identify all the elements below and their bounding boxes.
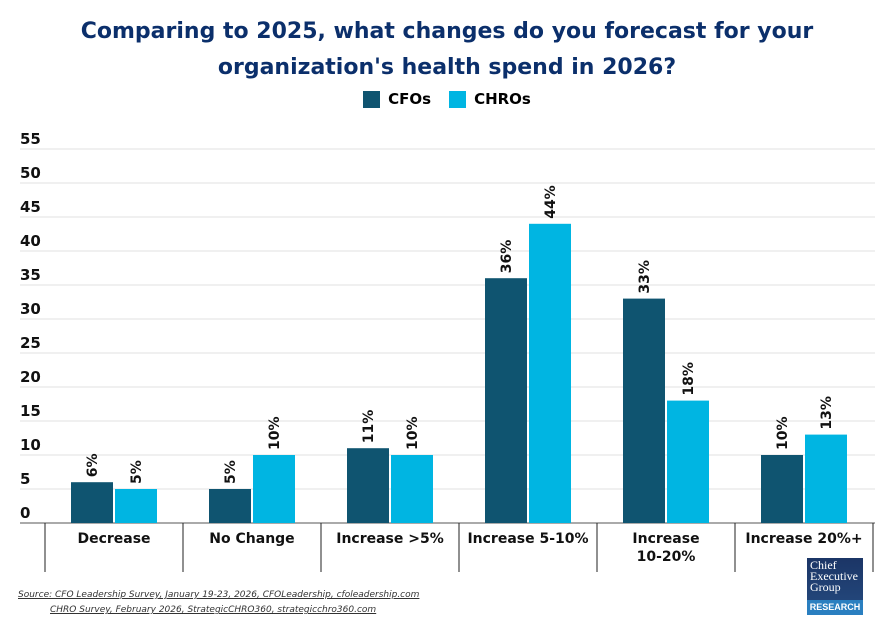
x-tick-label: No Change bbox=[209, 531, 294, 547]
x-tick-label: Increase >5% bbox=[336, 531, 444, 547]
bar-cfos bbox=[209, 489, 251, 523]
chart-title: Comparing to 2025, what changes do you f… bbox=[0, 14, 894, 86]
data-label: 10% bbox=[405, 416, 421, 450]
y-tick-label: 25 bbox=[20, 334, 41, 352]
bar-chros bbox=[805, 434, 847, 523]
data-label: 6% bbox=[85, 453, 101, 477]
y-tick-label: 45 bbox=[20, 198, 41, 216]
y-tick-label: 40 bbox=[20, 232, 41, 250]
y-tick-label: 15 bbox=[20, 402, 41, 420]
y-tick-label: 10 bbox=[20, 436, 41, 454]
legend-swatch-chros bbox=[449, 90, 467, 108]
data-label: 18% bbox=[681, 362, 697, 396]
x-tick-label: Decrease bbox=[77, 531, 150, 547]
data-label: 44% bbox=[543, 185, 559, 219]
y-tick-label: 0 bbox=[20, 504, 30, 522]
data-label: 36% bbox=[499, 240, 515, 274]
data-label: 10% bbox=[775, 416, 791, 450]
legend: CFOs CHROs bbox=[0, 90, 894, 108]
legend-label-chros: CHROs bbox=[474, 90, 531, 108]
x-tick-line: 10-20% bbox=[637, 549, 696, 565]
data-label: 10% bbox=[267, 416, 283, 450]
y-tick-label: 5 bbox=[20, 470, 30, 488]
legend-label-cfos: CFOs bbox=[388, 90, 432, 108]
legend-swatch-cfos bbox=[363, 90, 381, 108]
bar-chros bbox=[253, 455, 295, 523]
source-line-1[interactable]: Source: CFO Leadership Survey, January 1… bbox=[18, 590, 420, 600]
logo-research: RESEARCH bbox=[807, 600, 863, 615]
data-label: 13% bbox=[819, 396, 835, 430]
data-label: 11% bbox=[361, 410, 377, 444]
legend-item-cfos: CFOs bbox=[363, 90, 431, 108]
title-line-1: Comparing to 2025, what changes do you f… bbox=[80, 19, 814, 44]
bar-chros bbox=[391, 455, 433, 523]
y-tick-label: 50 bbox=[20, 164, 41, 182]
bar-cfos bbox=[71, 482, 113, 523]
y-tick-label: 20 bbox=[20, 368, 41, 386]
y-tick-label: 55 bbox=[20, 130, 41, 148]
bar-chros bbox=[529, 223, 571, 524]
source-line-2[interactable]: CHRO Survey, February 2026, StrategicCHR… bbox=[50, 605, 377, 615]
data-label: 5% bbox=[129, 460, 145, 484]
bar-cfos bbox=[485, 278, 527, 523]
y-tick-label: 30 bbox=[20, 300, 41, 318]
x-tick-label: Increase 20%+ bbox=[745, 531, 862, 547]
bar-chros bbox=[667, 400, 709, 523]
x-tick-line: Increase bbox=[632, 531, 699, 547]
bar-cfos bbox=[623, 298, 665, 523]
x-tick-label: Increase 10-20% bbox=[632, 531, 699, 565]
bar-chros bbox=[115, 489, 157, 523]
bar-cfos bbox=[761, 455, 803, 523]
x-tick-label: Increase 5-10% bbox=[467, 531, 588, 547]
data-label: 33% bbox=[637, 260, 653, 294]
bar-cfos bbox=[347, 448, 389, 523]
title-line-2: organization's health spend in 2026? bbox=[217, 55, 677, 80]
data-label: 5% bbox=[223, 460, 239, 484]
y-tick-label: 35 bbox=[20, 266, 41, 284]
chief-executive-group-logo: Chief Executive Group RESEARCH bbox=[807, 558, 863, 615]
legend-item-chros: CHROs bbox=[449, 90, 531, 108]
